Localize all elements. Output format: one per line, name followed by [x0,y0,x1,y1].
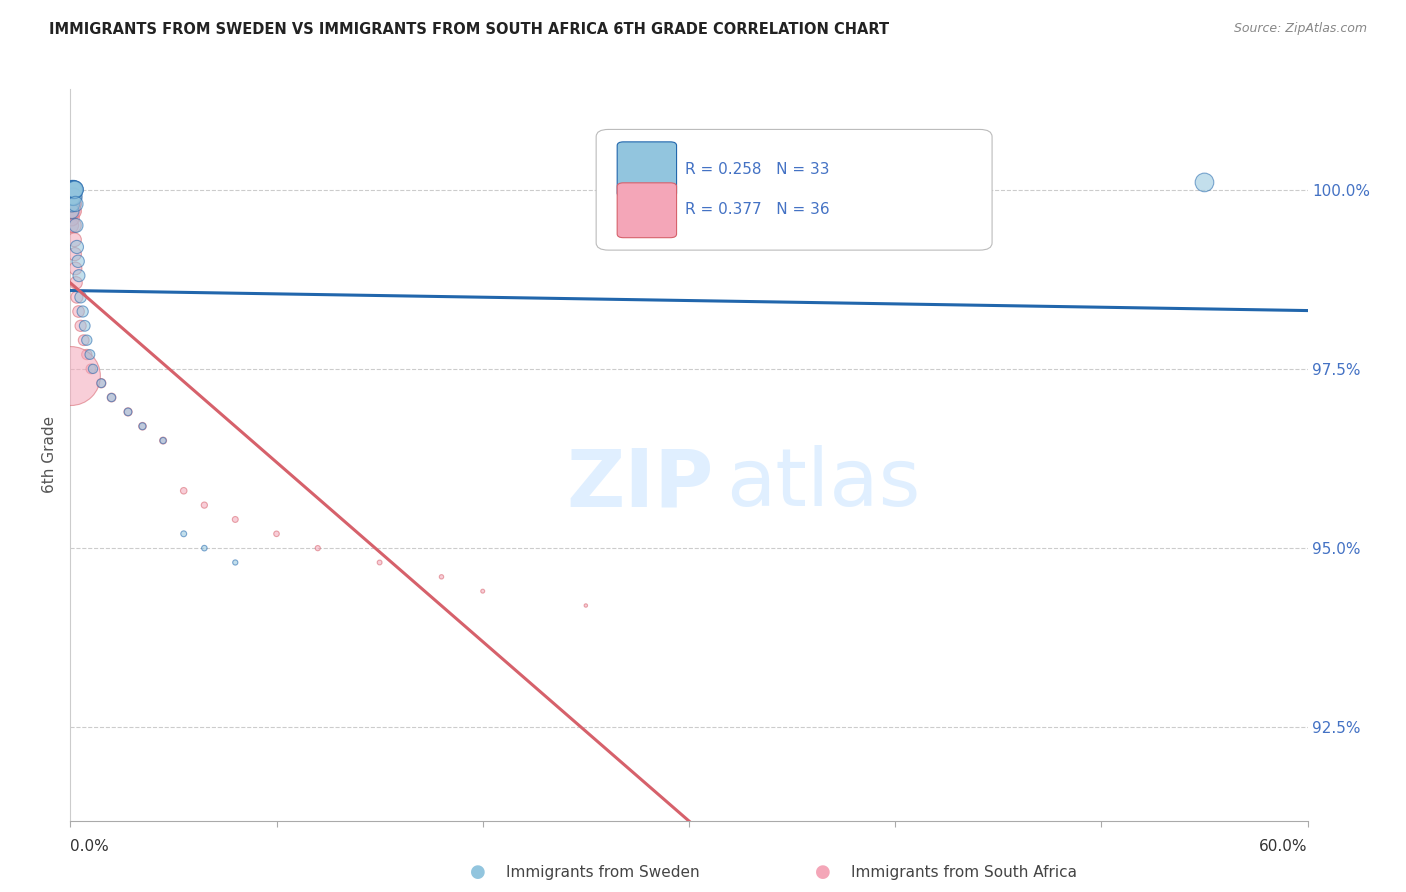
Point [62,183,84,197]
Point [173,526,195,541]
Point [62,204,84,219]
Point [60,211,83,226]
Point [224,556,246,570]
Point [131,419,153,434]
Point [62,190,84,204]
Point [100,391,122,405]
Point [59,369,82,384]
Point [65,197,87,211]
Point [79,347,101,361]
FancyBboxPatch shape [617,142,676,197]
Text: R = 0.258   N = 33: R = 0.258 N = 33 [685,162,830,178]
Point [63,247,86,261]
Point [62,183,84,197]
Text: ●: ● [814,863,831,881]
Point [152,434,174,448]
Text: 0.0%: 0.0% [70,838,110,854]
Point [72,304,94,318]
Point [65,261,87,276]
Point [67,268,90,283]
Point [117,405,139,419]
Point [62,197,84,211]
FancyBboxPatch shape [617,183,676,237]
Point [90,376,112,391]
Point [63,219,86,233]
Text: Immigrants from Sweden: Immigrants from Sweden [506,865,700,880]
Point [66,290,89,304]
Text: atlas: atlas [725,445,921,524]
Point [62,183,84,197]
Point [575,599,598,613]
Point [131,419,153,434]
Y-axis label: 6th Grade: 6th Grade [42,417,58,493]
Point [60,183,83,197]
Point [117,405,139,419]
Text: 60.0%: 60.0% [1260,838,1308,854]
Point [62,183,84,197]
Point [60,190,83,204]
Text: R = 0.377   N = 36: R = 0.377 N = 36 [685,202,830,218]
Point [62,190,84,204]
Point [100,391,122,405]
Point [62,190,84,204]
Point [60,197,83,211]
Text: Source: ZipAtlas.com: Source: ZipAtlas.com [1233,22,1367,36]
Point [152,434,174,448]
Point [76,347,98,361]
Point [471,584,494,599]
Point [65,219,87,233]
FancyBboxPatch shape [596,129,993,250]
Point [60,204,83,219]
Point [90,376,112,391]
Point [66,240,89,254]
Point [65,276,87,290]
Point [63,183,86,197]
Point [80,362,103,376]
Point [368,556,391,570]
Point [73,333,96,347]
Point [60,219,83,233]
Point [63,233,86,247]
Point [76,333,98,347]
Point [69,290,91,304]
Point [430,570,453,584]
Text: Immigrants from South Africa: Immigrants from South Africa [851,865,1077,880]
Point [67,254,90,268]
Point [224,512,246,526]
Point [62,183,84,197]
Text: ●: ● [470,863,486,881]
Point [73,318,96,333]
Point [63,183,86,197]
Point [62,197,84,211]
Text: ZIP: ZIP [567,445,714,524]
Point [69,318,91,333]
Point [266,526,288,541]
Point [60,204,83,219]
Point [193,541,215,556]
Text: IMMIGRANTS FROM SWEDEN VS IMMIGRANTS FROM SOUTH AFRICA 6TH GRADE CORRELATION CHA: IMMIGRANTS FROM SWEDEN VS IMMIGRANTS FRO… [49,22,890,37]
Point [307,541,329,556]
Point [60,197,83,211]
Point [1194,176,1216,190]
Point [173,483,195,498]
Point [193,498,215,512]
Point [63,183,86,197]
Point [67,304,90,318]
Point [62,190,84,204]
Point [82,362,104,376]
